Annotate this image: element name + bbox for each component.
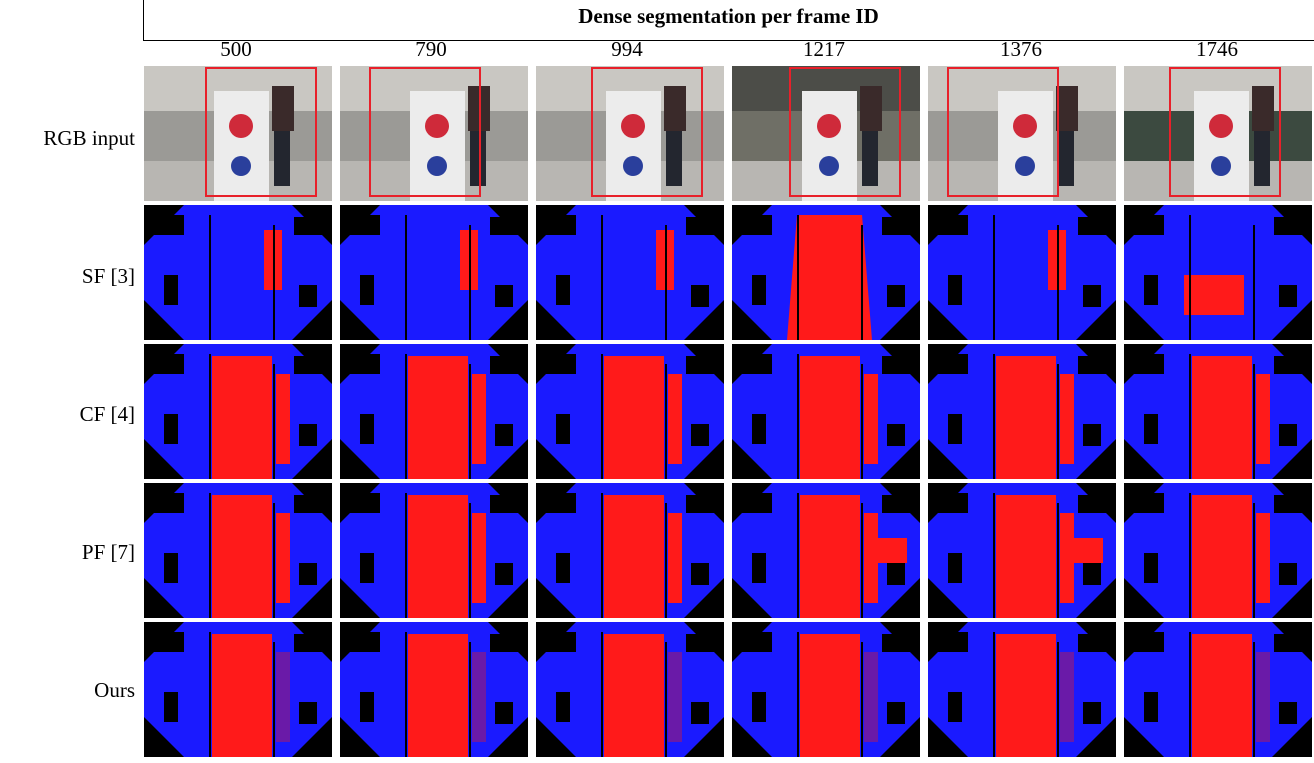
segmentation-image	[1124, 622, 1312, 757]
frame-id-label: 1217	[803, 37, 845, 61]
segmentation-image	[144, 622, 332, 757]
row-label: PF [7]	[81, 540, 135, 564]
figure-title: Dense segmentation per frame ID	[578, 4, 879, 28]
frame-id-label: 500	[220, 37, 252, 61]
rgb-frame	[1124, 66, 1312, 201]
segmentation-mask	[536, 205, 724, 340]
segmentation-mask	[1124, 205, 1312, 340]
segmentation-image	[536, 483, 724, 618]
segmentation-mask	[1124, 622, 1312, 757]
segmentation-image	[1124, 483, 1312, 618]
rgb-input-image	[732, 66, 920, 201]
segmentation-mask	[340, 622, 528, 757]
segmentation-mask	[340, 205, 528, 340]
header-divider-horizontal	[143, 40, 1314, 41]
rgb-input-image	[536, 66, 724, 201]
segmentation-mask	[928, 483, 1116, 618]
rgb-input-image	[144, 66, 332, 201]
segmentation-mask	[732, 205, 920, 340]
row-label: CF [4]	[79, 402, 135, 426]
segmentation-image	[340, 483, 528, 618]
rgb-frame	[732, 66, 920, 201]
segmentation-mask	[732, 483, 920, 618]
frame-id-label: 1376	[1000, 37, 1042, 61]
rgb-input-image	[928, 66, 1116, 201]
frame-id-label: 994	[611, 37, 643, 61]
segmentation-mask	[732, 344, 920, 479]
segmentation-image	[144, 344, 332, 479]
frame-id-label: 1746	[1196, 37, 1238, 61]
segmentation-image	[732, 205, 920, 340]
header-divider-vertical	[143, 0, 144, 40]
segmentation-mask	[340, 344, 528, 479]
segmentation-image	[536, 622, 724, 757]
rgb-input-image	[1124, 66, 1312, 201]
segmentation-mask	[536, 622, 724, 757]
segmentation-mask	[536, 344, 724, 479]
segmentation-image	[732, 344, 920, 479]
segmentation-mask	[928, 622, 1116, 757]
rgb-frame	[928, 66, 1116, 201]
segmentation-image	[340, 622, 528, 757]
segmentation-image	[928, 622, 1116, 757]
segmentation-mask	[144, 344, 332, 479]
segmentation-image	[144, 205, 332, 340]
segmentation-image	[536, 205, 724, 340]
segmentation-mask	[1124, 483, 1312, 618]
segmentation-mask	[144, 483, 332, 618]
rgb-input-image	[340, 66, 528, 201]
segmentation-mask	[144, 205, 332, 340]
segmentation-mask	[928, 205, 1116, 340]
segmentation-mask	[144, 622, 332, 757]
segmentation-image	[732, 483, 920, 618]
segmentation-mask	[340, 483, 528, 618]
segmentation-image	[928, 483, 1116, 618]
segmentation-image	[536, 344, 724, 479]
row-label: Ours	[94, 678, 135, 702]
segmentation-image	[340, 344, 528, 479]
row-label: RGB input	[43, 126, 135, 150]
frame-id-label: 790	[415, 37, 447, 61]
segmentation-mask	[928, 344, 1116, 479]
segmentation-mask	[732, 622, 920, 757]
rgb-frame	[536, 66, 724, 201]
segmentation-mask	[1124, 344, 1312, 479]
row-label: SF [3]	[81, 264, 135, 288]
segmentation-image	[928, 205, 1116, 340]
segmentation-image	[928, 344, 1116, 479]
segmentation-image	[340, 205, 528, 340]
segmentation-mask	[536, 483, 724, 618]
rgb-frame	[144, 66, 332, 201]
segmentation-image	[1124, 205, 1312, 340]
rgb-frame	[340, 66, 528, 201]
segmentation-image	[1124, 344, 1312, 479]
segmentation-image	[144, 483, 332, 618]
segmentation-image	[732, 622, 920, 757]
